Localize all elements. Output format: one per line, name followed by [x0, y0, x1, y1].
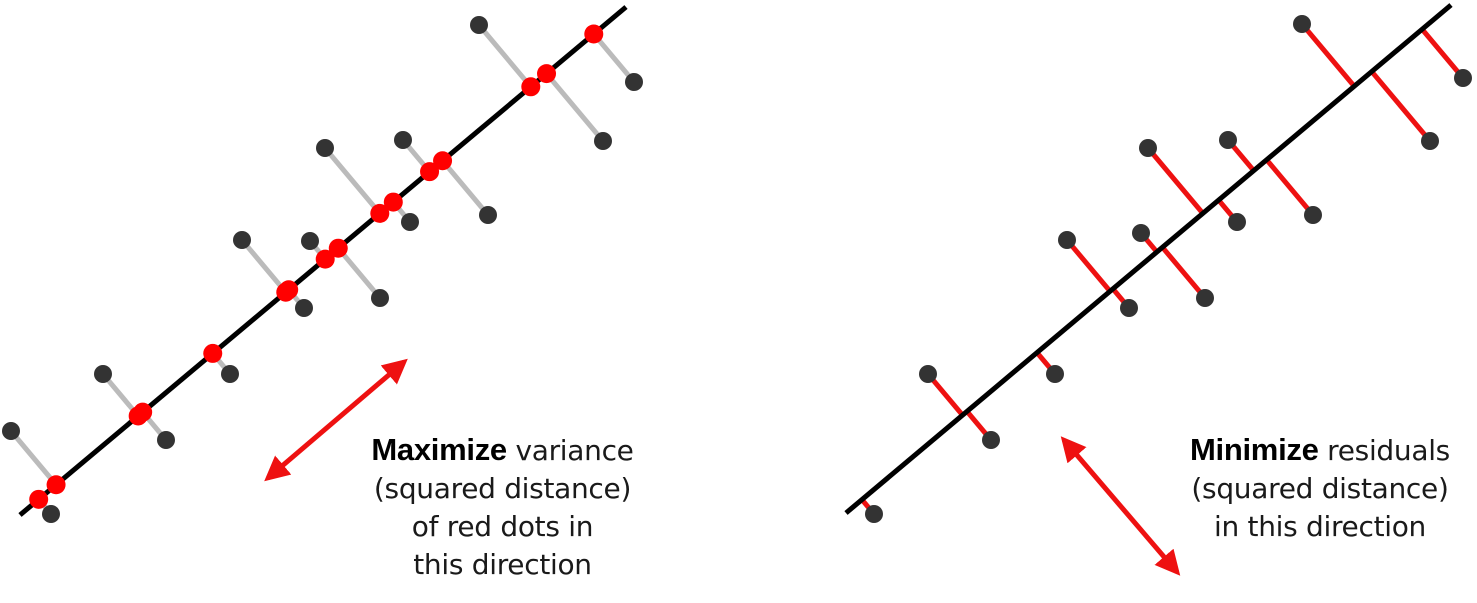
- left-caption-line2: (squared distance): [373, 472, 632, 505]
- data-point: [42, 505, 60, 523]
- double-headed-arrow-icon: [1060, 436, 1181, 576]
- left-caption-emphasis: Maximize: [371, 432, 507, 467]
- projection-segment: [476, 22, 534, 90]
- right-caption-emphasis: Minimize: [1190, 432, 1319, 467]
- right-caption-line1: Minimize residuals: [1155, 431, 1477, 470]
- data-point: [401, 213, 419, 231]
- data-point: [233, 231, 251, 249]
- left-caption-line1-rest: variance: [506, 434, 634, 467]
- data-point: [1120, 299, 1138, 317]
- left-caption-line4: this direction: [413, 548, 592, 581]
- right-panel: [844, 3, 1472, 576]
- data-point: [295, 299, 313, 317]
- data-point: [1132, 224, 1150, 242]
- projection-segment: [8, 428, 59, 488]
- data-point: [982, 431, 1000, 449]
- projected-point: [584, 24, 604, 44]
- data-point: [1058, 231, 1076, 249]
- projected-point: [203, 343, 223, 363]
- left-panel: [2, 5, 643, 523]
- data-point: [221, 365, 239, 383]
- data-point: [316, 139, 334, 157]
- projected-point: [420, 162, 440, 182]
- data-point: [594, 132, 612, 150]
- projected-point: [537, 64, 557, 84]
- left-caption-line1: Maximize variance: [335, 431, 670, 470]
- data-point: [470, 16, 488, 34]
- residual-segment: [1420, 27, 1465, 80]
- regression-line: [844, 3, 1453, 515]
- projected-point: [46, 475, 66, 495]
- data-point: [1293, 15, 1311, 33]
- left-caption: Maximize variance (squared distance) of …: [335, 431, 670, 584]
- data-point: [865, 505, 883, 523]
- data-point: [94, 365, 112, 383]
- projected-point: [433, 151, 453, 171]
- residual-segment: [1146, 146, 1205, 215]
- residual-segment: [1300, 22, 1357, 88]
- data-point: [1304, 206, 1322, 224]
- projected-point: [521, 77, 541, 97]
- data-point: [1228, 213, 1246, 231]
- data-point: [625, 73, 643, 91]
- data-point: [479, 206, 497, 224]
- projected-point: [370, 203, 390, 223]
- projection-segment: [544, 71, 606, 144]
- left-caption-line3: of red dots in: [411, 510, 594, 543]
- projection-segment: [440, 158, 491, 218]
- data-point: [919, 365, 937, 383]
- data-point: [1454, 69, 1472, 87]
- residual-segment: [1160, 245, 1207, 300]
- data-point: [371, 289, 389, 307]
- data-point: [1046, 365, 1064, 383]
- data-point: [1421, 132, 1439, 150]
- data-point: [157, 431, 175, 449]
- right-caption-line1-rest: residuals: [1318, 434, 1450, 467]
- projected-point: [383, 192, 403, 212]
- residual-segment: [1264, 158, 1315, 217]
- projection-segment: [239, 237, 289, 295]
- residual-segment: [1369, 69, 1432, 143]
- projection-segment: [322, 145, 383, 216]
- residual-segment: [1065, 238, 1112, 293]
- projected-point: [315, 249, 335, 269]
- data-point: [301, 232, 319, 250]
- data-point: [1219, 131, 1237, 149]
- projection-segment: [591, 31, 637, 85]
- right-caption: Minimize residuals (squared distance) in…: [1155, 431, 1477, 546]
- projected-point: [133, 402, 153, 422]
- data-point: [394, 131, 412, 149]
- data-point: [1139, 139, 1157, 157]
- right-caption-line2: (squared distance): [1191, 472, 1449, 505]
- projected-point: [279, 280, 299, 300]
- right-caption-line3: in this direction: [1213, 510, 1427, 543]
- projection-segment: [335, 245, 383, 301]
- projected-point: [328, 238, 348, 258]
- projected-point: [29, 489, 49, 509]
- data-point: [2, 422, 20, 440]
- double-headed-arrow-icon: [264, 358, 408, 482]
- data-point: [1196, 289, 1214, 307]
